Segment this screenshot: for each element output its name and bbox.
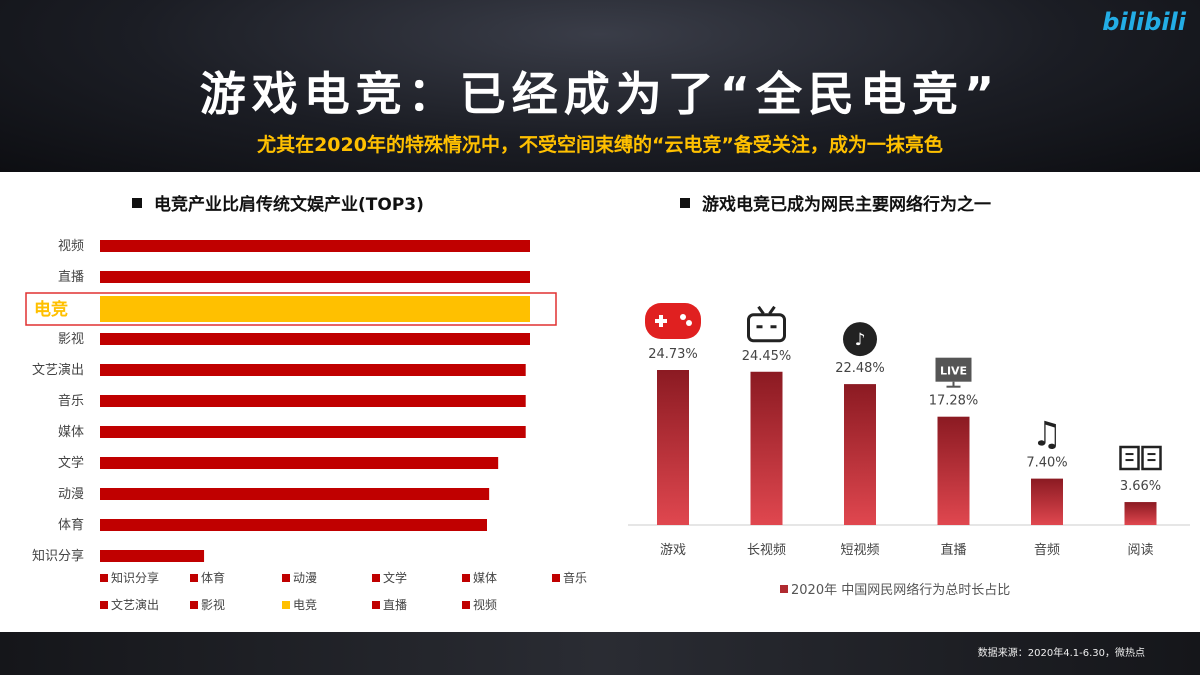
- bar-游戏: [657, 370, 689, 525]
- data-label: 22.48%: [835, 361, 885, 376]
- bar-文艺演出: [100, 364, 526, 376]
- tv-icon: [747, 305, 786, 343]
- bar-影视: [100, 333, 530, 345]
- bar-音乐: [100, 395, 526, 407]
- legend-item: 知识分享: [100, 569, 159, 586]
- footer: 数据来源：2020年4.1-6.30，微热点: [0, 632, 1200, 675]
- bar-直播: [100, 271, 530, 283]
- data-source: 数据来源：2020年4.1-6.30，微热点: [977, 648, 1145, 659]
- legend-swatch: [780, 585, 788, 593]
- category-label: 动漫: [58, 487, 84, 502]
- page-subtitle: 尤其在2020年的特殊情况中，不受空间束缚的“云电竞”备受关注，成为一抹亮色: [257, 134, 943, 156]
- legend-item: 文艺演出: [100, 596, 159, 613]
- legend-item: 视频: [462, 596, 497, 613]
- bar-短视频: [844, 384, 876, 525]
- data-label: 24.45%: [742, 349, 792, 364]
- category-label: 直播: [58, 270, 84, 285]
- category-label: 知识分享: [32, 548, 84, 564]
- legend-item: 媒体: [462, 569, 497, 586]
- category-label: 短视频: [840, 543, 879, 558]
- bar-知识分享: [100, 550, 205, 562]
- legend-item: 音乐: [552, 569, 587, 586]
- right-chart-title: 游戏电竞已成为网民主要网络行为之一: [680, 190, 991, 215]
- data-label: 7.40%: [1026, 456, 1067, 471]
- category-label: 文学: [58, 455, 84, 471]
- category-label: 音频: [1034, 542, 1060, 558]
- svg-text:♫: ♫: [1032, 415, 1062, 455]
- legend-item: 文学: [372, 569, 407, 586]
- legend-item: 电竞: [282, 596, 317, 613]
- data-label: 17.28%: [929, 394, 979, 409]
- page-title: 游戏电竞：已经成为了“全民电竞”: [199, 67, 1001, 121]
- data-label: 24.73%: [648, 347, 698, 362]
- svg-text:LIVE: LIVE: [940, 365, 967, 378]
- book-icon: [1119, 445, 1162, 471]
- gamepad-icon: [645, 303, 701, 339]
- category-label: 体育: [58, 517, 84, 533]
- bar-电竞: [100, 296, 530, 322]
- legend-item: 影视: [190, 596, 225, 613]
- category-label: 影视: [58, 332, 84, 347]
- category-label: 音乐: [58, 393, 84, 409]
- category-label: 游戏: [660, 543, 686, 558]
- category-label: 文艺演出: [32, 362, 84, 378]
- header-banner: bilibili 游戏电竞：已经成为了“全民电竞” 尤其在2020年的特殊情况中…: [0, 0, 1200, 172]
- bar-直播: [937, 416, 970, 525]
- bar-文学: [100, 457, 499, 469]
- bar-阅读: [1124, 502, 1157, 525]
- category-label: 视频: [58, 239, 84, 254]
- left-chart-title: 电竞产业比肩传统文娱产业(TOP3): [132, 190, 424, 215]
- bilibili-logo: bilibili: [1102, 8, 1186, 36]
- bar-视频: [100, 240, 530, 252]
- bar-长视频: [750, 371, 783, 525]
- svg-text:♪: ♪: [855, 330, 866, 350]
- data-label: 3.66%: [1120, 479, 1161, 494]
- legend-item: 动漫: [282, 569, 317, 586]
- category-label: 长视频: [747, 543, 786, 558]
- bar-媒体: [100, 426, 526, 438]
- legend-item: 直播: [372, 596, 407, 613]
- live-icon: LIVE: [935, 357, 972, 388]
- legend-item: 体育: [190, 569, 225, 586]
- right-bar-chart: 24.73% 游戏 24.45% 长视频 22.48% 短视频 ♪ 17.28% 直播 LIVE 7…: [628, 303, 1190, 598]
- category-label: 媒体: [58, 425, 84, 440]
- highlight-box: [25, 292, 557, 326]
- bar-音频: [1031, 478, 1063, 525]
- tiktok-icon: ♪: [843, 322, 877, 357]
- bar-体育: [100, 519, 487, 531]
- category-label: 阅读: [1127, 543, 1153, 558]
- category-label: 电竞: [34, 299, 68, 320]
- category-label: 直播: [940, 543, 966, 558]
- bar-动漫: [100, 488, 490, 500]
- music-note-icon: ♫: [1032, 415, 1062, 455]
- legend-item: 2020年 中国网民网络行为总时长占比: [791, 582, 1010, 598]
